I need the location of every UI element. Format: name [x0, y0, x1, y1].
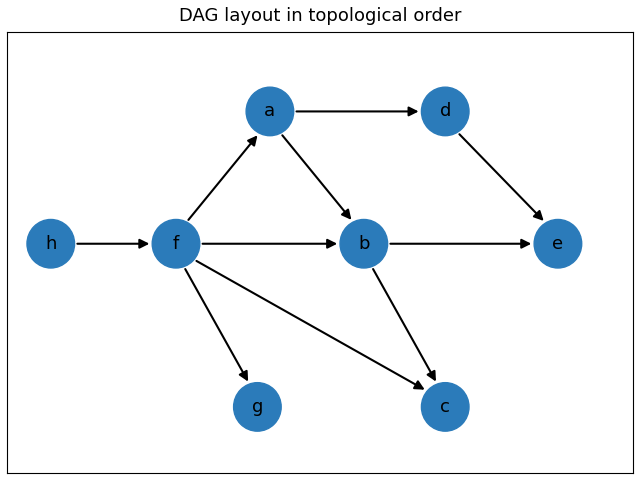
Text: d: d: [440, 102, 451, 120]
Ellipse shape: [421, 87, 469, 136]
Text: e: e: [552, 235, 563, 253]
Ellipse shape: [234, 383, 281, 431]
Text: f: f: [173, 235, 179, 253]
Text: a: a: [264, 102, 275, 120]
Ellipse shape: [27, 219, 75, 268]
Text: c: c: [440, 398, 450, 416]
Text: g: g: [252, 398, 263, 416]
Ellipse shape: [246, 87, 294, 136]
Text: b: b: [358, 235, 369, 253]
Title: DAG layout in topological order: DAG layout in topological order: [179, 7, 461, 25]
Ellipse shape: [340, 219, 388, 268]
Ellipse shape: [152, 219, 200, 268]
Ellipse shape: [421, 383, 469, 431]
Ellipse shape: [534, 219, 582, 268]
Text: h: h: [45, 235, 56, 253]
